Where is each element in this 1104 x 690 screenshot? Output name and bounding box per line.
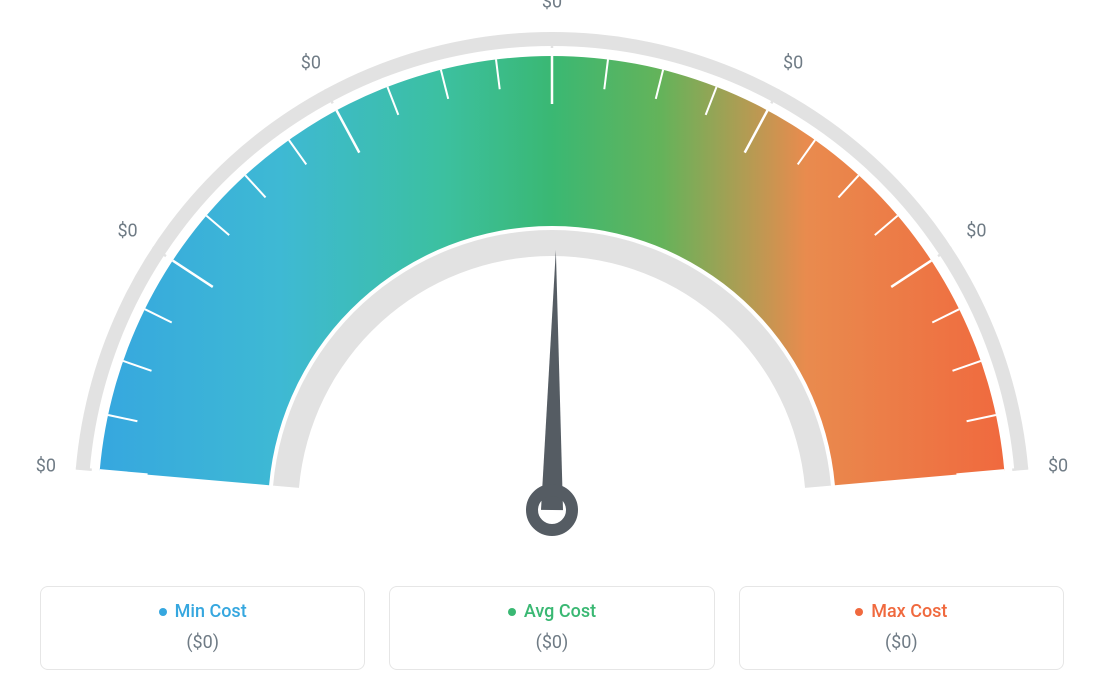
legend-value-max: ($0): [750, 632, 1053, 653]
gauge-tick-label: $0: [1048, 455, 1068, 476]
legend-value-avg: ($0): [400, 632, 703, 653]
gauge-tick-label: $0: [117, 220, 137, 241]
gauge-tick-label: $0: [542, 0, 562, 13]
gauge-tick-label: $0: [301, 52, 321, 73]
legend-title-min: Min Cost: [159, 601, 247, 622]
gauge-chart: $0 $0 $0 $0 $0 $0 $0: [0, 0, 1104, 560]
gauge-svg: [0, 0, 1104, 560]
legend-title-avg: Avg Cost: [508, 601, 596, 622]
legend-value-min: ($0): [51, 632, 354, 653]
gauge-tick-label: $0: [783, 52, 803, 73]
legend-row: Min Cost ($0) Avg Cost ($0) Max Cost ($0…: [40, 586, 1064, 671]
gauge-tick-label: $0: [36, 455, 56, 476]
legend-card-max: Max Cost ($0): [739, 586, 1064, 671]
legend-label-avg: Avg Cost: [524, 601, 596, 622]
cost-gauge-widget: $0 $0 $0 $0 $0 $0 $0 Min Cost ($0) Avg Cost ($…: [0, 0, 1104, 690]
legend-dot-max: [855, 608, 863, 616]
legend-label-min: Min Cost: [175, 601, 247, 622]
legend-card-avg: Avg Cost ($0): [389, 586, 714, 671]
legend-dot-min: [159, 608, 167, 616]
gauge-tick-label: $0: [966, 220, 986, 241]
legend-card-min: Min Cost ($0): [40, 586, 365, 671]
legend-label-max: Max Cost: [871, 601, 947, 622]
legend-title-max: Max Cost: [855, 601, 947, 622]
legend-dot-avg: [508, 608, 516, 616]
